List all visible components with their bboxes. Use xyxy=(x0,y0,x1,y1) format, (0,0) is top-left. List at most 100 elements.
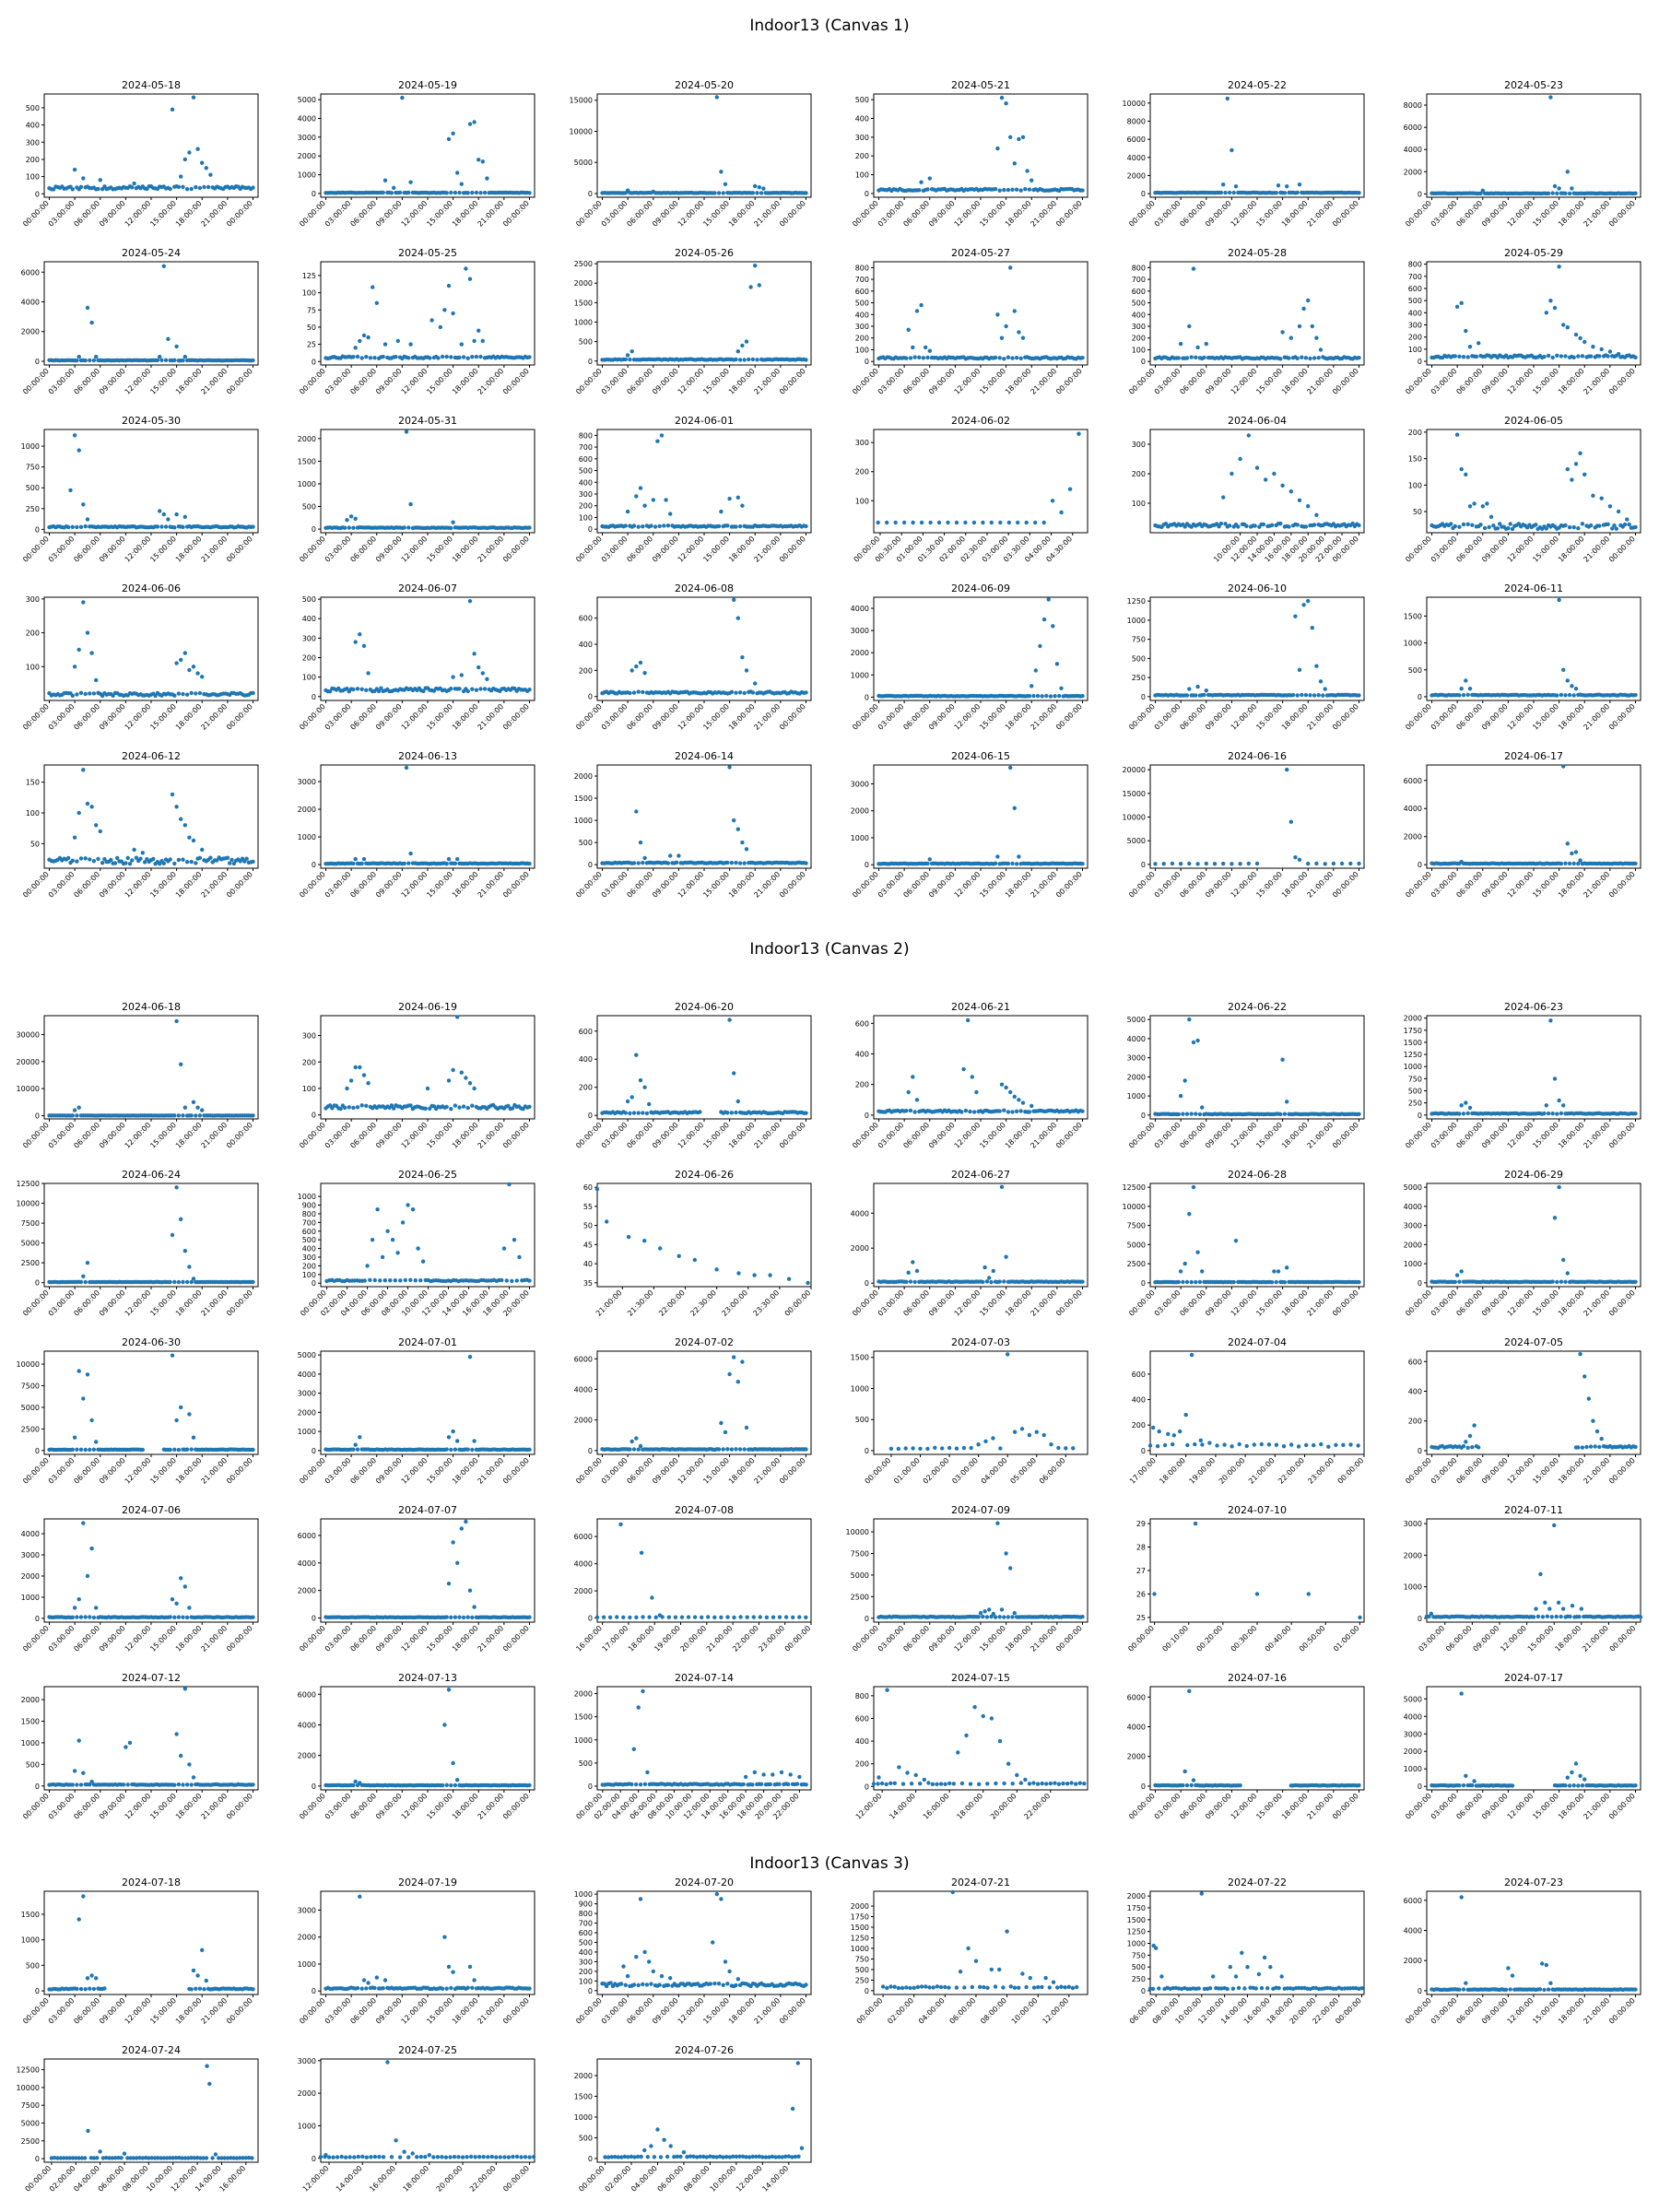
data-point xyxy=(174,661,179,665)
data-point xyxy=(649,524,653,528)
x-tick-label: 09:00:00 xyxy=(1480,535,1510,564)
data-point xyxy=(919,520,924,525)
data-point xyxy=(1314,512,1319,517)
y-tick-label: 50 xyxy=(583,1222,593,1230)
data-point xyxy=(189,690,194,696)
data-point xyxy=(200,847,205,853)
x-tick-label: 18:00:00 xyxy=(1004,367,1033,396)
data-point xyxy=(353,516,358,521)
axes-frame xyxy=(320,93,535,198)
x-tick-label: 00:00:00 xyxy=(1404,1121,1433,1150)
x-tick-label: 00:00:00 xyxy=(225,1288,254,1318)
data-point xyxy=(1006,1110,1011,1114)
y-tick-label: 0 xyxy=(1141,190,1146,198)
data-point xyxy=(1465,1111,1470,1116)
y-tick-label: 8000 xyxy=(1127,117,1146,125)
y-tick-label: 200 xyxy=(855,468,869,477)
subplot-title: 2024-06-09 xyxy=(951,582,1010,594)
y-tick-label: 2000 xyxy=(1127,171,1146,180)
data-point xyxy=(91,691,97,696)
data-point xyxy=(1310,324,1315,329)
x-tick-label: 21:00:00 xyxy=(1582,870,1611,900)
data-point xyxy=(594,1187,600,1192)
data-point xyxy=(634,494,639,499)
data-point xyxy=(406,525,411,530)
data-point xyxy=(1557,265,1561,269)
data-point xyxy=(76,810,81,816)
y-tick-label: 3000 xyxy=(851,780,869,788)
x-tick-label: 18:00:00 xyxy=(1280,702,1310,732)
x-tick-label: 09:00:00 xyxy=(927,367,957,396)
y-tick-label: 10000 xyxy=(1123,1203,1146,1211)
data-point xyxy=(449,355,453,359)
data-point xyxy=(961,1066,966,1072)
x-tick-label: 18:00:00 xyxy=(727,535,757,564)
y-tick-label: 400 xyxy=(579,641,593,649)
x-tick-label: 12:00:00 xyxy=(1506,870,1535,900)
data-point xyxy=(804,861,808,865)
data-point xyxy=(406,861,411,865)
data-point xyxy=(191,665,196,669)
data-point xyxy=(459,182,464,186)
axes-frame xyxy=(873,93,1088,198)
data-point xyxy=(914,309,920,313)
data-point xyxy=(181,358,185,363)
data-point xyxy=(472,338,477,344)
data-point xyxy=(442,308,447,312)
y-tick-label: 0 xyxy=(1418,693,1422,701)
data-point xyxy=(804,690,808,695)
data-point xyxy=(993,861,998,865)
data-point xyxy=(1301,603,1306,607)
data-point xyxy=(1454,432,1460,437)
y-tick-label: 300 xyxy=(1408,322,1422,330)
data-point xyxy=(1546,191,1551,195)
x-tick-label: 12:00:00 xyxy=(1230,870,1259,900)
data-point xyxy=(181,1279,185,1285)
y-tick-label: 2000 xyxy=(1404,168,1422,176)
data-point xyxy=(351,861,356,866)
data-point xyxy=(636,861,641,865)
data-point xyxy=(1312,356,1317,360)
data-point xyxy=(464,1076,468,1080)
data-point xyxy=(1025,169,1030,173)
data-point xyxy=(644,1111,650,1116)
data-point xyxy=(1293,855,1298,860)
data-point xyxy=(176,1113,182,1118)
data-point xyxy=(1176,1279,1182,1285)
x-tick-label: 21:00:00 xyxy=(199,702,229,732)
x-tick-label: 00:00:00 xyxy=(1607,870,1637,900)
y-tick-label: 55 xyxy=(583,1203,593,1211)
x-tick-label: 21:00:00 xyxy=(1305,870,1335,900)
data-point xyxy=(753,264,758,268)
y-tick-label: 30000 xyxy=(17,1031,40,1040)
x-tick-label: 21:00:00 xyxy=(199,199,229,229)
x-tick-label: 00:00:00 xyxy=(501,199,531,229)
x-tick-label: 18:00:00 xyxy=(451,702,480,732)
x-tick-label: 15:00:00 xyxy=(148,1288,178,1318)
data-point xyxy=(665,524,671,528)
data-point xyxy=(1178,1269,1183,1274)
data-point xyxy=(1457,693,1462,698)
axes-frame xyxy=(873,596,1088,701)
data-point xyxy=(408,342,413,347)
data-point xyxy=(364,688,369,692)
data-point xyxy=(1187,324,1192,329)
data-point xyxy=(436,356,441,360)
data-point xyxy=(1323,862,1327,866)
x-tick-label: 15:00:00 xyxy=(1531,199,1560,229)
x-tick-label: 18:00:00 xyxy=(1004,870,1033,900)
data-point xyxy=(189,859,194,865)
data-point xyxy=(251,185,255,190)
data-point xyxy=(1570,851,1574,856)
data-point xyxy=(1459,466,1464,472)
data-point xyxy=(172,861,177,866)
data-point xyxy=(1285,1100,1289,1104)
data-point xyxy=(1573,687,1579,691)
data-point xyxy=(993,355,998,360)
x-tick-label: 03:00:00 xyxy=(877,702,906,732)
data-point xyxy=(1048,694,1053,699)
data-point xyxy=(420,1259,426,1264)
data-point xyxy=(719,509,724,514)
y-tick-label: 100 xyxy=(855,346,869,354)
data-point xyxy=(81,600,86,605)
